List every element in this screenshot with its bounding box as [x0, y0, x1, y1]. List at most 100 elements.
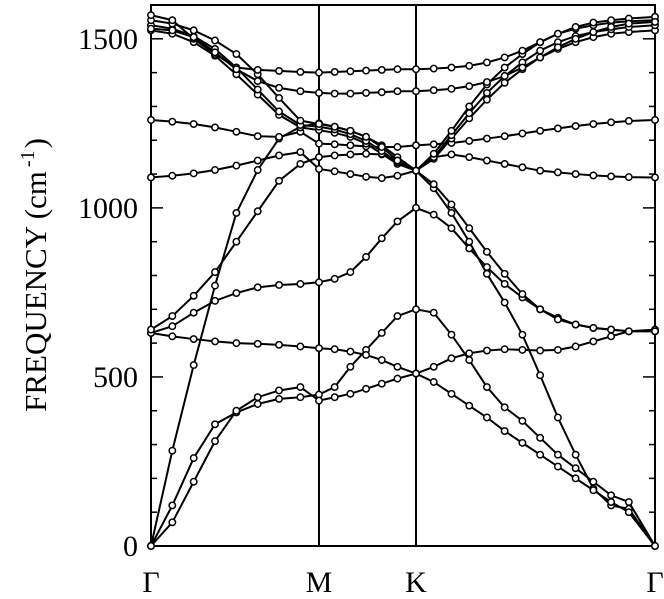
branch-2-point-7: [296, 383, 305, 392]
branch-4: [147, 203, 659, 337]
branch-1-point-12: [377, 329, 386, 337]
branch-7-point-17: [465, 136, 474, 145]
branch-3-point-15: [429, 362, 438, 371]
branch-2-point-12: [377, 379, 386, 388]
branch-12-point-10: [346, 89, 355, 98]
branch-5-point-8: [315, 153, 323, 162]
branch-12-point-13: [393, 87, 402, 96]
branch-7-point-22: [553, 124, 562, 133]
branch-line-12: [150, 20, 656, 95]
branch-11-point-9: [330, 68, 339, 76]
branch-11-point-16: [447, 63, 456, 72]
branch-line-3: [150, 328, 656, 375]
branch-6-point-8: [315, 165, 323, 173]
branch-1-point-23: [571, 464, 580, 473]
branch-12-point-6: [275, 83, 283, 92]
branch-12-point-21: [536, 53, 545, 62]
branch-5-point-27: [651, 327, 659, 336]
branch-12-point-3: [211, 48, 219, 57]
branch-4-point-17: [465, 244, 474, 253]
branch-6-point-25: [607, 172, 616, 181]
y-axis-ticks: 0 500 1000 1500: [78, 4, 655, 563]
branch-1: [147, 305, 659, 550]
branch-1-point-17: [465, 356, 474, 364]
branch-5-point-18: [482, 247, 491, 256]
branch-11-point-18: [482, 58, 491, 67]
branch-4-point-15: [429, 210, 438, 219]
branch-10-point-10: [346, 126, 355, 135]
branch-4-point-12: [377, 234, 386, 243]
branch-1-point-7: [296, 393, 305, 402]
branch-6-point-6: [275, 151, 283, 160]
branch-1-point-19: [500, 403, 509, 412]
branch-2-point-10: [346, 389, 355, 398]
branch-11-point-14: [412, 65, 420, 74]
branch-5-point-0: [147, 325, 155, 334]
branch-6-point-22: [553, 168, 562, 177]
branch-5: [147, 149, 659, 336]
branch-0-point-2: [189, 361, 198, 370]
branch-11-point-15: [429, 64, 438, 73]
branch-4-point-4: [232, 289, 241, 298]
branch-3-point-2: [189, 335, 198, 344]
branch-11-point-5: [253, 65, 262, 74]
branch-line-11: [150, 14, 656, 74]
branch-11-point-23: [571, 23, 580, 31]
branch-0-point-3: [211, 281, 219, 290]
branch-2-point-9: [330, 393, 339, 402]
branch-5-point-26: [624, 327, 633, 336]
branch-6-point-21: [536, 166, 545, 175]
branch-3-point-23: [571, 342, 580, 351]
branch-9-point-6: [275, 107, 283, 116]
branch-12-point-0: [147, 24, 155, 33]
branch-1-point-1: [168, 501, 177, 510]
branch-7-point-5: [253, 132, 262, 141]
branch-7-point-3: [211, 123, 219, 132]
branch-7-point-9: [330, 140, 339, 149]
branch-2-point-16: [447, 389, 456, 398]
branch-8: [147, 26, 659, 175]
x-tick-label-0: Γ: [142, 566, 159, 599]
branch-11-point-21: [536, 38, 545, 47]
branch-0-point-4: [232, 209, 241, 217]
branch-10-point-13: [393, 156, 402, 165]
branch-line-8: [150, 29, 656, 172]
branch-0-point-16: [447, 209, 456, 217]
branch-10-point-15: [429, 149, 438, 158]
branch-4-point-7: [296, 280, 305, 288]
branch-9-point-5: [253, 85, 262, 94]
branch-6-point-0: [147, 173, 155, 182]
branch-1-point-10: [346, 362, 355, 371]
branch-2-point-8: [315, 396, 323, 405]
branch-5-point-5: [253, 207, 262, 216]
branch-11-point-7: [296, 68, 305, 76]
branch-7-point-15: [429, 140, 438, 149]
branch-12-point-18: [482, 78, 491, 87]
branch-line-2: [150, 372, 656, 547]
branch-11-point-22: [553, 29, 562, 38]
branch-3-point-16: [447, 354, 456, 363]
branch-10-point-6: [275, 94, 283, 102]
branch-0-point-23: [571, 450, 580, 459]
branch-7-point-10: [346, 141, 355, 150]
branch-12-point-16: [447, 84, 456, 93]
branch-11-point-11: [362, 66, 371, 75]
branch-5-point-25: [607, 325, 616, 334]
x-tick-label-1: M: [306, 566, 333, 599]
branch-2-point-18: [482, 413, 491, 422]
branch-3-point-6: [275, 340, 283, 349]
branch-3-point-3: [211, 337, 219, 346]
branch-0-point-19: [500, 298, 509, 307]
branch-7: [147, 116, 659, 151]
branch-1-point-5: [253, 400, 262, 408]
branch-11-point-19: [500, 53, 509, 62]
branch-10-point-9: [330, 122, 339, 131]
branch-0: [147, 119, 659, 550]
branch-line-0: [150, 122, 656, 547]
branch-3-point-10: [346, 347, 355, 356]
plot-frame: [150, 4, 656, 547]
branch-2-point-0: [147, 542, 155, 550]
branch-0-point-22: [553, 413, 562, 422]
branch-12-point-5: [253, 77, 262, 86]
